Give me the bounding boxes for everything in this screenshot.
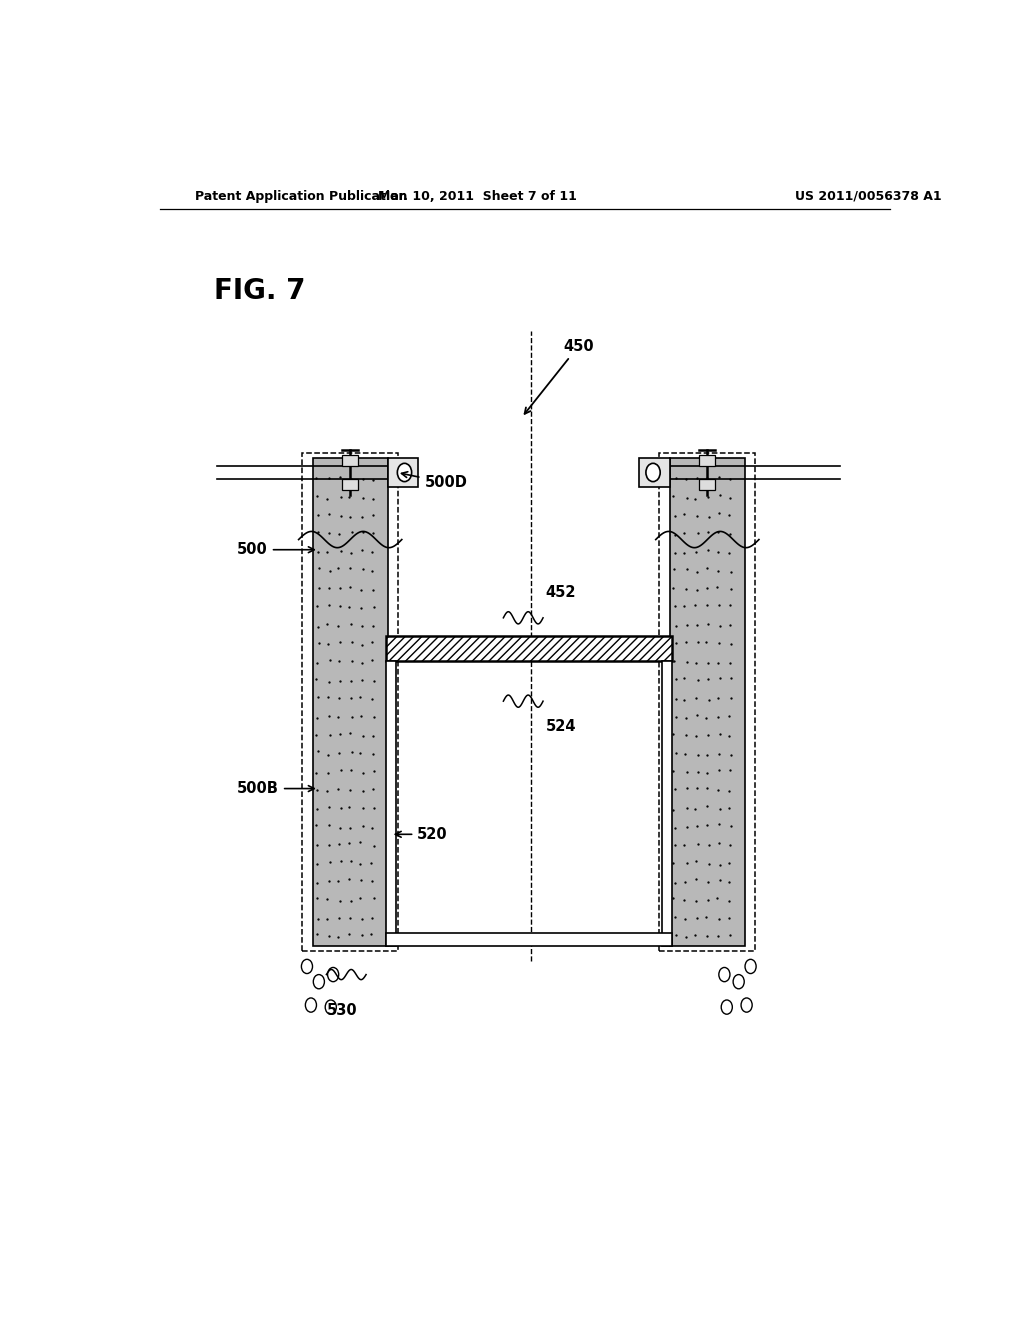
FancyBboxPatch shape	[342, 455, 358, 466]
Text: 520: 520	[395, 826, 447, 842]
Text: 450: 450	[524, 339, 594, 414]
Circle shape	[326, 1001, 336, 1014]
FancyBboxPatch shape	[699, 455, 715, 466]
FancyBboxPatch shape	[385, 636, 672, 660]
FancyBboxPatch shape	[385, 660, 396, 946]
FancyBboxPatch shape	[385, 933, 672, 946]
FancyBboxPatch shape	[699, 479, 715, 490]
Circle shape	[301, 960, 312, 974]
Circle shape	[328, 968, 339, 982]
Text: FIG. 7: FIG. 7	[214, 276, 305, 305]
Circle shape	[745, 960, 756, 974]
Circle shape	[719, 968, 730, 982]
Text: 452: 452	[546, 585, 575, 599]
Circle shape	[313, 974, 325, 989]
Text: 530: 530	[327, 1003, 357, 1018]
FancyBboxPatch shape	[388, 458, 418, 487]
Text: 500B: 500B	[238, 781, 314, 796]
Circle shape	[721, 1001, 732, 1014]
FancyBboxPatch shape	[670, 458, 745, 946]
Circle shape	[733, 974, 744, 989]
FancyBboxPatch shape	[662, 660, 672, 946]
Text: Mar. 10, 2011  Sheet 7 of 11: Mar. 10, 2011 Sheet 7 of 11	[378, 190, 577, 202]
Text: 500: 500	[238, 543, 314, 557]
Text: US 2011/0056378 A1: US 2011/0056378 A1	[795, 190, 941, 202]
Circle shape	[741, 998, 753, 1012]
FancyBboxPatch shape	[342, 479, 358, 490]
FancyBboxPatch shape	[639, 458, 670, 487]
Text: 500D: 500D	[401, 471, 467, 490]
Circle shape	[305, 998, 316, 1012]
Circle shape	[397, 463, 412, 482]
FancyBboxPatch shape	[312, 458, 388, 946]
Circle shape	[646, 463, 660, 482]
Text: 524: 524	[546, 719, 575, 734]
Text: Patent Application Publication: Patent Application Publication	[196, 190, 408, 202]
